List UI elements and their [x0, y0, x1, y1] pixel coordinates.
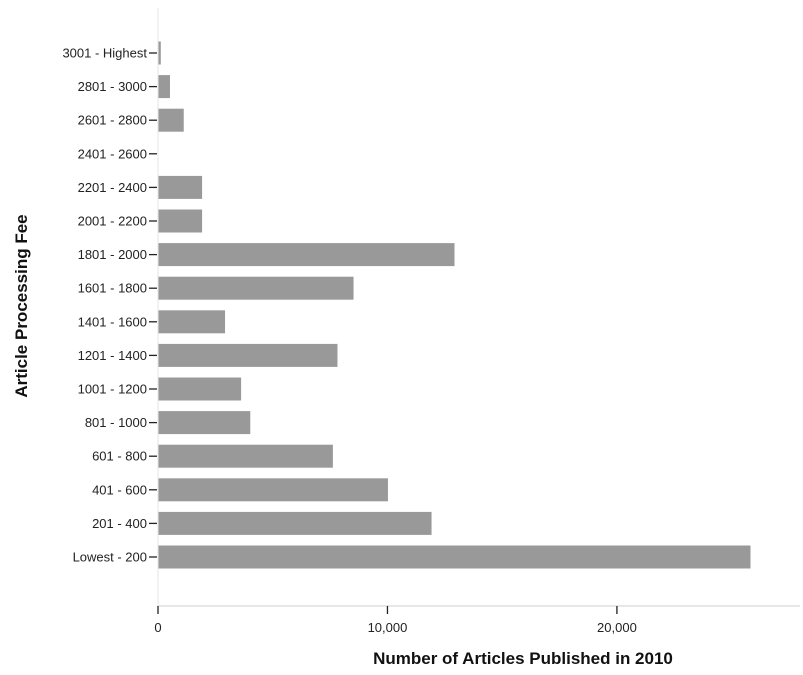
bar — [158, 411, 251, 435]
bar — [158, 75, 170, 99]
x-tick-label: 20,000 — [597, 620, 637, 635]
y-tick-label: 601 - 800 — [92, 449, 147, 464]
bar — [158, 545, 751, 569]
x-axis: 0 10,000 20,000 — [154, 605, 800, 635]
y-tick-label: 1001 - 1200 — [78, 382, 147, 397]
y-tick-label: 2001 - 2200 — [78, 214, 147, 229]
y-tick-label: 3001 - Highest — [62, 46, 147, 61]
y-tick-label: 2801 - 3000 — [78, 79, 147, 94]
bar — [158, 310, 226, 334]
x-axis-title: Number of Articles Published in 2010 — [373, 649, 673, 668]
bar — [158, 209, 203, 233]
y-tick-label: 2401 - 2600 — [78, 146, 147, 161]
bar — [158, 511, 432, 535]
bar — [158, 478, 388, 502]
y-tick-label: 201 - 400 — [92, 516, 147, 531]
y-tick-label: 2601 - 2800 — [78, 113, 147, 128]
bar — [158, 276, 354, 300]
y-tick-label: 401 - 600 — [92, 482, 147, 497]
bar — [158, 108, 184, 132]
y-tick-label: 1601 - 1800 — [78, 281, 147, 296]
x-tick-label: 10,000 — [368, 620, 408, 635]
y-tick-label: 2201 - 2400 — [78, 180, 147, 195]
y-tick-label: Lowest - 200 — [73, 550, 147, 565]
y-axis-title: Article Processing Fee — [12, 214, 31, 397]
y-tick-label: 1801 - 2000 — [78, 247, 147, 262]
bar — [158, 41, 161, 65]
bar — [158, 343, 338, 367]
x-tick-label: 0 — [154, 620, 161, 635]
y-tick-label: 1401 - 1600 — [78, 314, 147, 329]
bar — [158, 175, 203, 199]
bars-group — [158, 41, 751, 569]
bar — [158, 444, 333, 468]
bar — [158, 377, 242, 401]
y-tick-label: 1201 - 1400 — [78, 348, 147, 363]
bar — [158, 243, 455, 267]
y-tick-label: 801 - 1000 — [85, 415, 147, 430]
y-axis: Lowest - 200 201 - 400 401 - 600 601 - 800 8… — [62, 8, 159, 606]
